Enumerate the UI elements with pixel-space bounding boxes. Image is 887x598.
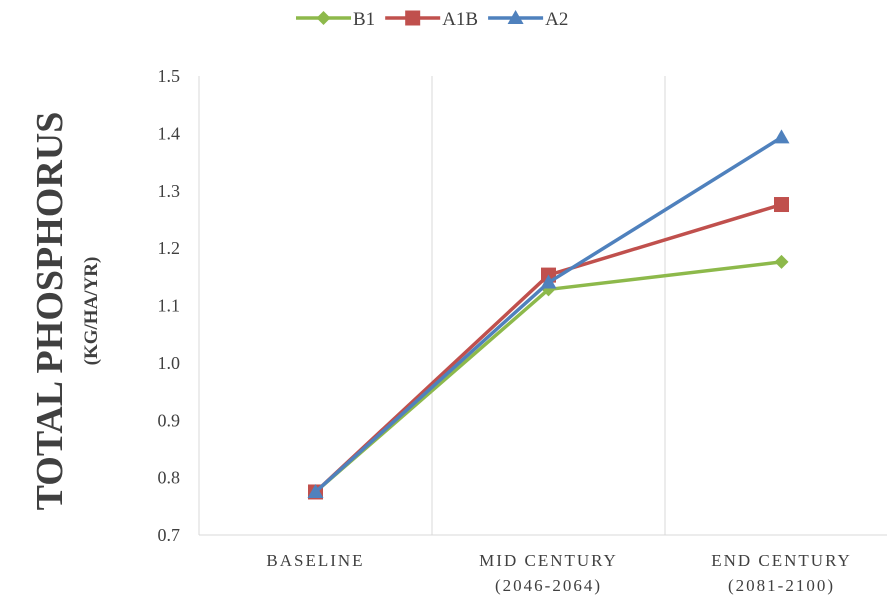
data-point-diamond	[316, 11, 331, 25]
y-axis-title-unit: (KG/HA/YR)	[81, 257, 102, 366]
legend: B1 A1B A2	[296, 9, 568, 30]
legend-label: A2	[545, 9, 568, 30]
y-tick-label: 1.2	[158, 238, 181, 258]
series-a1b	[308, 197, 789, 500]
axes	[198, 76, 887, 536]
legend-label: A1B	[442, 9, 478, 30]
series-b1	[308, 254, 789, 499]
x-category-sublabel: (2081-2100)	[728, 576, 835, 595]
data-point-square	[405, 10, 421, 26]
y-axis-title-main: TOTAL PHOSPHORUS	[29, 112, 71, 511]
data-point-square	[774, 197, 789, 213]
x-category-label: MID CENTURY	[479, 551, 618, 570]
y-tick-label: 1.5	[158, 66, 181, 86]
y-tick-label: 1.3	[158, 181, 181, 201]
y-tick-labels: 0.7 0.8 0.9 1.0 1.1 1.2 1.3 1.4 1.5	[158, 66, 181, 545]
y-axis-title: TOTAL PHOSPHORUS (KG/HA/YR)	[29, 112, 102, 511]
legend-item-b1: B1	[296, 9, 375, 30]
x-category-label: END CENTURY	[711, 551, 852, 570]
series-line	[314, 135, 783, 494]
series-line	[314, 202, 783, 494]
legend-label: B1	[353, 9, 375, 30]
series-a2	[307, 129, 790, 498]
data-point-triangle	[307, 483, 324, 498]
data-point-triangle	[540, 274, 557, 289]
y-tick-label: 1.4	[158, 123, 181, 143]
y-tick-label: 0.9	[158, 410, 181, 430]
y-tick-label: 1.0	[158, 353, 181, 373]
legend-item-a2: A2	[488, 9, 568, 30]
x-category-label: BASELINE	[266, 551, 364, 570]
legend-item-a1b: A1B	[385, 9, 478, 30]
gridlines	[431, 76, 666, 535]
y-tick-label: 1.1	[158, 296, 181, 316]
data-point-diamond	[774, 254, 789, 269]
data-point-triangle	[773, 129, 790, 144]
x-category-labels: BASELINE MID CENTURY (2046-2064) END CENTUR…	[266, 551, 852, 595]
y-tick-label: 0.8	[158, 468, 181, 488]
data-point-triangle	[507, 10, 524, 24]
series-lines	[307, 129, 790, 500]
y-tick-label: 0.7	[158, 525, 181, 545]
x-category-sublabel: (2046-2064)	[495, 576, 602, 595]
